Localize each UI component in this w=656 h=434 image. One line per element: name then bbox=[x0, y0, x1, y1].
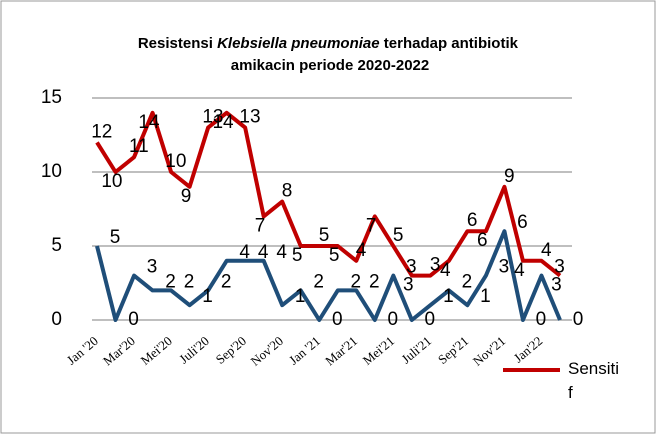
data-label: 5 bbox=[319, 225, 330, 246]
data-label: 13 bbox=[202, 107, 223, 128]
data-label: 9 bbox=[504, 166, 515, 187]
data-label: 0 bbox=[573, 309, 584, 330]
data-label: 2 bbox=[462, 271, 473, 292]
y-tick-label: 15 bbox=[41, 87, 62, 108]
data-label: 4 bbox=[541, 240, 552, 261]
data-label: 3 bbox=[551, 275, 562, 296]
data-label: 4 bbox=[239, 242, 250, 263]
data-label: 6 bbox=[517, 212, 528, 233]
data-label: 2 bbox=[221, 271, 232, 292]
data-label: 9 bbox=[181, 186, 192, 207]
data-label: 1 bbox=[202, 286, 213, 307]
series-line bbox=[95, 110, 562, 278]
title-part: amikacin periode 2020-2022 bbox=[231, 57, 429, 74]
data-label: 5 bbox=[393, 225, 404, 246]
legend-label-part: Sensiti bbox=[568, 359, 619, 378]
data-label: 2 bbox=[350, 271, 361, 292]
data-label: 13 bbox=[239, 107, 260, 128]
title-part: Klebsiella pneumoniae bbox=[217, 35, 380, 52]
data-label: 2 bbox=[313, 271, 324, 292]
data-label: 8 bbox=[282, 181, 293, 202]
data-label: 7 bbox=[366, 215, 377, 236]
legend-label: Sensiti f bbox=[568, 359, 619, 402]
data-label: 14 bbox=[212, 112, 234, 133]
data-label: 10 bbox=[101, 171, 122, 192]
data-label: 0 bbox=[388, 309, 399, 330]
data-label: 14 bbox=[138, 112, 160, 133]
data-label: 4 bbox=[258, 242, 269, 263]
y-tick-label: 10 bbox=[41, 161, 62, 182]
data-label: 7 bbox=[255, 215, 266, 236]
chart-title: Resistensi Klebsiella pneumoniae terhada… bbox=[138, 35, 522, 74]
data-label: 0 bbox=[536, 309, 547, 330]
data-label: 4 bbox=[276, 242, 287, 263]
data-label: 2 bbox=[184, 271, 195, 292]
data-label: 3 bbox=[147, 257, 158, 278]
data-label: 0 bbox=[425, 309, 436, 330]
data-label: 4 bbox=[440, 260, 451, 281]
data-label: 12 bbox=[91, 121, 112, 142]
data-label: 2 bbox=[165, 271, 176, 292]
data-label: 5 bbox=[110, 227, 121, 248]
data-label: 4 bbox=[514, 260, 525, 281]
data-label: 2 bbox=[369, 271, 380, 292]
data-label: 5 bbox=[329, 245, 340, 266]
data-label: 3 bbox=[430, 255, 441, 276]
data-label: 11 bbox=[129, 136, 149, 157]
data-label: 4 bbox=[356, 240, 367, 261]
data-label: 5 bbox=[292, 245, 303, 266]
data-label: 0 bbox=[128, 309, 139, 330]
data-label: 3 bbox=[499, 257, 510, 278]
data-label: 1 bbox=[443, 286, 454, 307]
data-label: 1 bbox=[480, 286, 491, 307]
data-label: 6 bbox=[467, 210, 478, 231]
data-label: 1 bbox=[295, 286, 306, 307]
title-part: terhadap antibiotik bbox=[380, 35, 519, 52]
data-label: 0 bbox=[332, 309, 343, 330]
data-label: 3 bbox=[554, 257, 565, 278]
data-label: 6 bbox=[477, 230, 488, 251]
y-tick-label: 5 bbox=[51, 235, 62, 256]
legend-label-part: f bbox=[568, 383, 573, 402]
data-label: 3 bbox=[406, 257, 417, 278]
data-label: 3 bbox=[403, 275, 414, 296]
y-tick-label: 0 bbox=[51, 309, 62, 330]
title-part: Resistensi bbox=[138, 35, 217, 52]
series-line bbox=[95, 229, 562, 322]
data-label: 10 bbox=[165, 151, 186, 172]
